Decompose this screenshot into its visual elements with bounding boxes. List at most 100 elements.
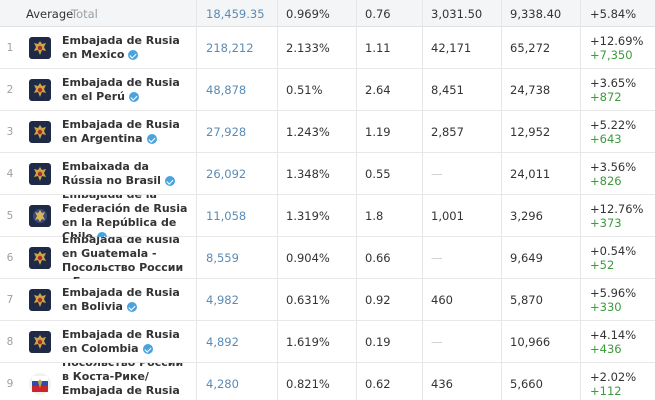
channel-name-text[interactable]: Embaixada da Rússia no Brasil [62, 160, 161, 187]
reach-value: 5,660 [510, 377, 543, 391]
table-row[interactable]: 8 Embajada de Rusia en Colombia 4,892 1.… [0, 321, 655, 363]
interactions-value: 0.92 [365, 293, 391, 307]
coat-of-arms-icon[interactable] [29, 37, 51, 59]
views-value: — [431, 335, 443, 349]
table-row[interactable]: 6 Embajada de Rusia en Guatemala - Посол… [0, 237, 655, 279]
growth-percent: +2.02% [590, 370, 637, 384]
er-value: 0.51% [286, 83, 323, 97]
verified-badge-icon [96, 232, 107, 237]
growth-delta: +373 [590, 216, 622, 230]
total-label: Total [71, 6, 98, 21]
interactions-value: 1.8 [365, 209, 384, 223]
subscribers-link[interactable]: 218,212 [206, 41, 254, 55]
column-divider [356, 0, 357, 400]
reach-value: 5,870 [510, 293, 543, 307]
channel-name[interactable]: Embaixada da Rússia no Brasil [62, 153, 190, 195]
channel-name-text[interactable]: Embajada de Rusia en Colombia [62, 328, 180, 355]
interactions-value: 0.66 [365, 251, 391, 265]
coat-of-arms-icon[interactable] [29, 79, 51, 101]
views-value: 1,001 [431, 209, 464, 223]
subscribers-link[interactable]: 48,878 [206, 83, 247, 97]
channel-name[interactable]: Embajada de Rusia en Mexico [62, 27, 190, 69]
average-growth-value: +5.84% [590, 6, 637, 21]
channel-name[interactable]: Embajada de Rusia en Colombia [62, 321, 190, 363]
channel-name-text[interactable]: Embajada de Rusia en Bolivia [62, 286, 180, 313]
average-label: Average [26, 6, 74, 21]
average-interactions: 0.76 [365, 6, 391, 21]
subscribers-link[interactable]: 8,559 [206, 251, 239, 265]
coat-of-arms-icon[interactable] [29, 247, 51, 269]
growth-delta: +643 [590, 132, 622, 146]
channel-name-text[interactable]: Embajada de la Federación de Rusia en la… [62, 195, 188, 237]
er-value: 0.904% [286, 251, 330, 265]
table-row[interactable]: 1 Embajada de Rusia en Mexico 218,212 2.… [0, 27, 655, 69]
row-rank: 7 [6, 294, 14, 306]
table-row[interactable]: 3 Embajada de Rusia en Argentina 27,928 … [0, 111, 655, 153]
table-row[interactable]: 4 Embaixada da Rússia no Brasil 26,092 1… [0, 153, 655, 195]
er-value: 0.821% [286, 377, 330, 391]
channel-name-text[interactable]: Посольство России в Коста-Рике/ Embajada… [62, 363, 183, 400]
row-rank: 5 [6, 210, 14, 222]
growth-cell: +0.54% +52 [590, 237, 636, 279]
views-value: 436 [431, 377, 453, 391]
subscribers-link[interactable]: 4,280 [206, 377, 239, 391]
growth-delta: +330 [590, 300, 622, 314]
table-row[interactable]: 2 Embajada de Rusia en el Perú 48,878 0.… [0, 69, 655, 111]
channel-name-text[interactable]: Embajada de Rusia en Mexico [62, 34, 180, 61]
subscribers-link[interactable]: 11,058 [206, 209, 247, 223]
coat-of-arms-icon[interactable] [29, 331, 51, 353]
reach-value: 9,649 [510, 251, 543, 265]
channel-name[interactable]: Embajada de la Federación de Rusia en la… [62, 195, 190, 237]
column-divider [501, 0, 502, 400]
coat-of-arms-icon[interactable] [29, 163, 51, 185]
row-rank: 8 [6, 336, 14, 348]
reach-value: 24,011 [510, 167, 551, 181]
channel-name-text[interactable]: Embajada de Rusia en el Perú [62, 76, 180, 103]
table-row[interactable]: 9 Посольство России в Коста-Рике/ Embaja… [0, 363, 655, 400]
table-row[interactable]: 5 Embajada de la Federación de Rusia en … [0, 195, 655, 237]
views-value: — [431, 167, 443, 181]
channel-name[interactable]: Embajada de Rusia en Guatemala - Посольс… [62, 237, 190, 279]
column-divider [422, 0, 423, 400]
interactions-value: 0.62 [365, 377, 391, 391]
column-divider [196, 0, 197, 400]
average-subscribers: 18,459.35 [206, 6, 265, 21]
average-reach: 9,338.40 [510, 6, 562, 21]
column-divider [580, 0, 581, 400]
coat-of-arms-icon[interactable] [29, 205, 51, 227]
channel-name[interactable]: Посольство России в Коста-Рике/ Embajada… [62, 363, 190, 400]
channel-name[interactable]: Embajada de Rusia en Bolivia [62, 279, 190, 321]
reach-value: 65,272 [510, 41, 551, 55]
coat-of-arms-icon[interactable] [29, 373, 51, 395]
reach-value: 12,952 [510, 125, 551, 139]
views-value: 42,171 [431, 41, 472, 55]
verified-badge-icon [146, 134, 157, 144]
row-rank: 1 [6, 42, 14, 54]
growth-cell: +12.76% +373 [590, 195, 644, 237]
subscribers-link[interactable]: 26,092 [206, 167, 247, 181]
subscribers-link[interactable]: 4,982 [206, 293, 239, 307]
table-row[interactable]: 7 Embajada de Rusia en Bolivia 4,982 0.6… [0, 279, 655, 321]
growth-cell: +5.22% +643 [590, 111, 636, 153]
growth-percent: +3.65% [590, 76, 637, 90]
coat-of-arms-icon[interactable] [29, 289, 51, 311]
er-value: 1.619% [286, 335, 330, 349]
interactions-value: 2.64 [365, 83, 391, 97]
row-rank: 2 [6, 84, 14, 96]
channel-name-text[interactable]: Embajada de Rusia en Guatemala - Посольс… [62, 237, 184, 279]
growth-delta: +826 [590, 174, 622, 188]
channel-name[interactable]: Embajada de Rusia en el Perú [62, 69, 190, 111]
growth-delta: +7,350 [590, 48, 633, 62]
subscribers-link[interactable]: 4,892 [206, 335, 239, 349]
subscribers-link[interactable]: 27,928 [206, 125, 247, 139]
channel-name[interactable]: Embajada de Rusia en Argentina [62, 111, 190, 153]
verified-badge-icon [164, 176, 175, 186]
growth-percent: +5.22% [590, 118, 637, 132]
interactions-value: 0.55 [365, 167, 391, 181]
coat-of-arms-icon[interactable] [29, 121, 51, 143]
channel-name-text[interactable]: Embajada de Rusia en Argentina [62, 118, 180, 145]
row-rank: 3 [6, 126, 14, 138]
reach-value: 10,966 [510, 335, 551, 349]
growth-percent: +12.76% [590, 202, 644, 216]
growth-cell: +5.96% +330 [590, 279, 636, 321]
